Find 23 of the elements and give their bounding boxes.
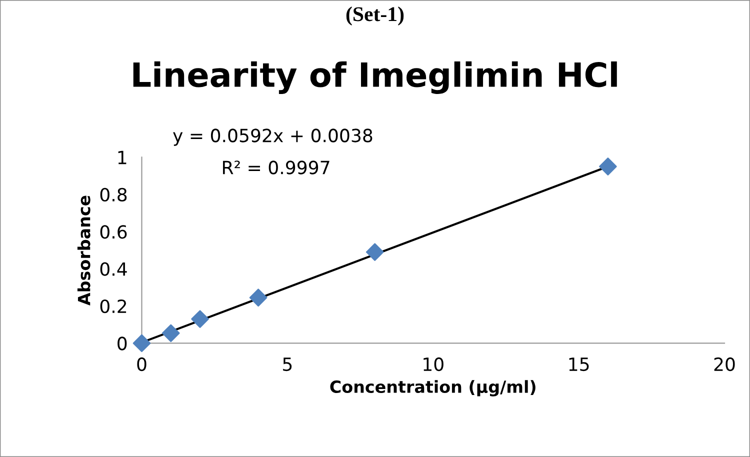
text: y = 0.0592x + 0.0038 <box>173 128 372 146</box>
point <box>249 288 268 307</box>
point <box>162 324 180 342</box>
y-tick-label: 0.8 <box>100 188 127 202</box>
x-tick-label: 10 <box>424 357 444 372</box>
x-tick-label: 0 <box>137 357 146 372</box>
x-tick-label: 5 <box>283 358 292 372</box>
y-tick-label: 0.6 <box>100 225 127 239</box>
x-tick-label: 15 <box>569 358 589 372</box>
point <box>599 158 617 176</box>
point <box>191 310 209 328</box>
point <box>366 243 384 261</box>
x-axis-title: Concentration (µg/ml) <box>330 380 536 396</box>
y-tick-label: 0.4 <box>100 262 127 276</box>
point <box>132 334 151 352</box>
text: (Set-1) <box>346 6 404 26</box>
y-tick-label: 1 <box>118 150 126 164</box>
x-tick-label: 20 <box>714 357 735 372</box>
annotation: R² = 0.9997 <box>223 160 330 174</box>
y-axis-title: Absorbance <box>77 196 90 306</box>
chart-title: Linearity of Imeglimin HCl <box>133 61 617 94</box>
y-tick-label: 0.2 <box>100 299 126 314</box>
y-tick-label: 0 <box>118 336 127 350</box>
